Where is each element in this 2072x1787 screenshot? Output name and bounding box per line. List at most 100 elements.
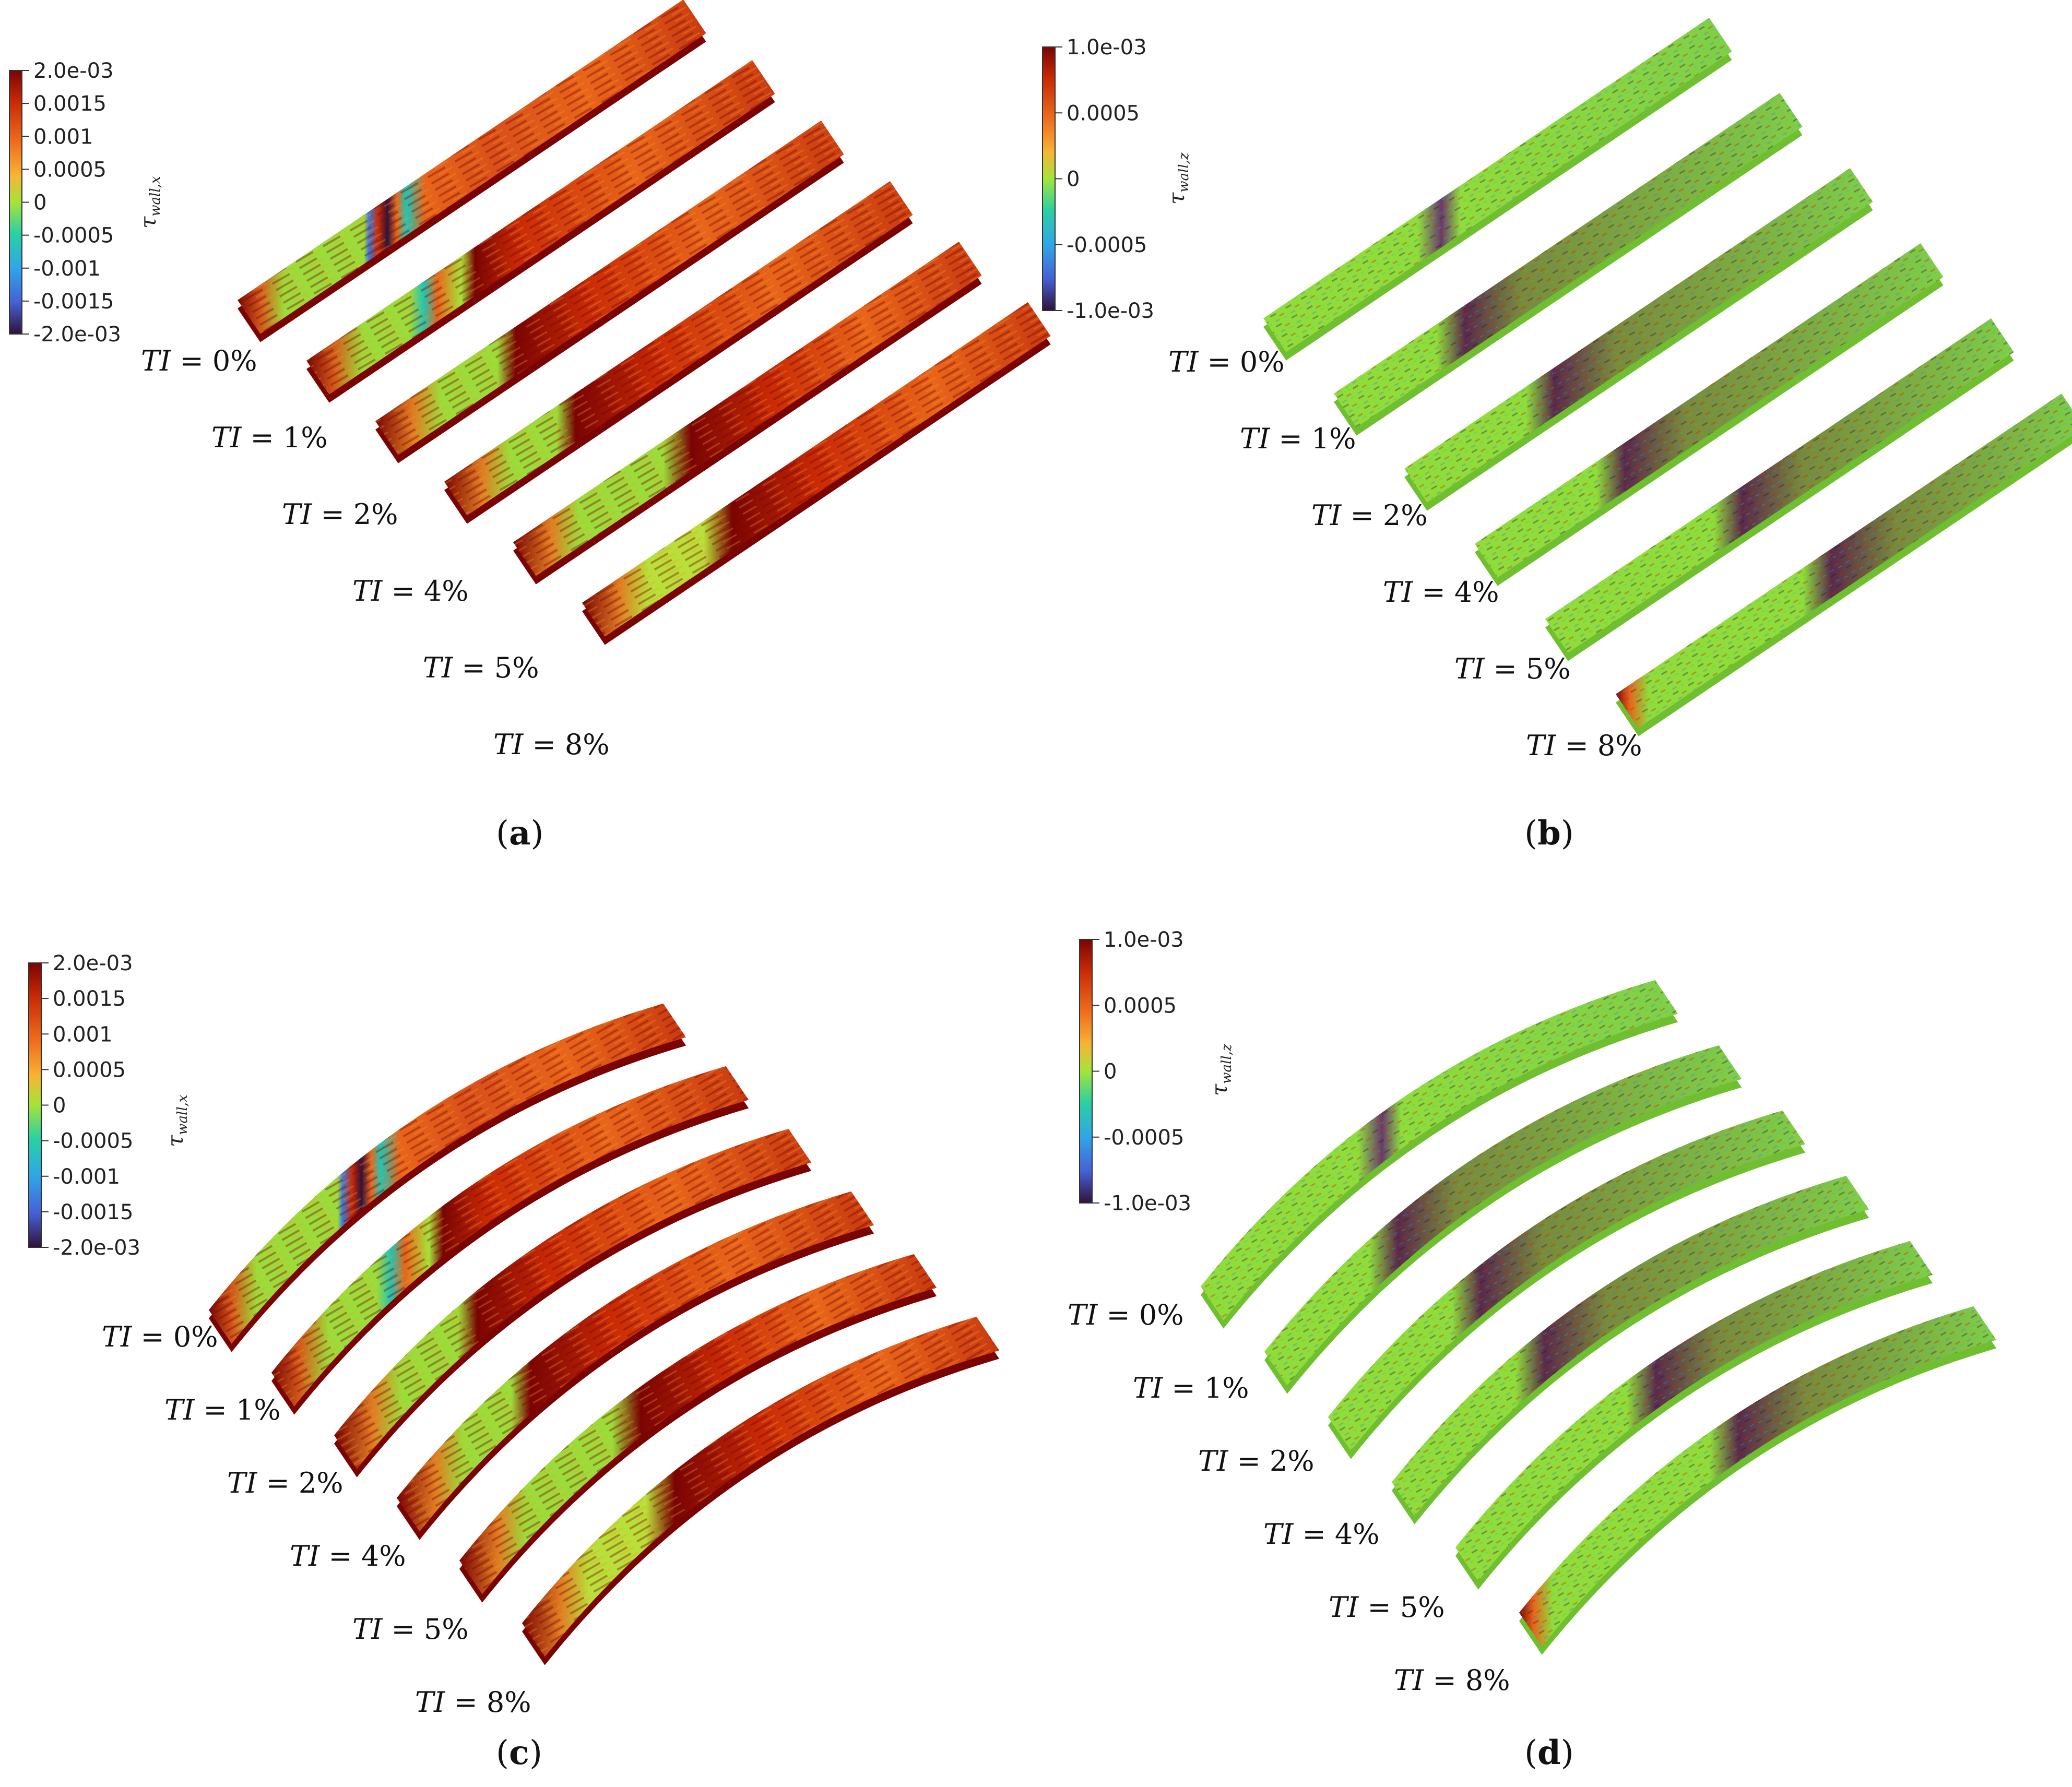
strip-texture: [1264, 1045, 1742, 1386]
panel-label-b: (b): [1524, 814, 1574, 853]
colorbar-tick-label: -2.0e-03: [53, 1236, 140, 1260]
colorbar-tick-label: 0.0005: [1067, 101, 1140, 125]
colorbar-tick-label: 0: [1104, 1060, 1117, 1084]
colorbar-tick-label: 0.0005: [1104, 994, 1177, 1018]
colorbar-gradient: [28, 962, 42, 1248]
panel-b: 1.0e-03 0.0005 0 -0.0005 -1.0e-03 τwall,z TI…: [1042, 18, 2072, 853]
strip-ti-5pct: [459, 1254, 937, 1603]
strip-ti-4pct: [1392, 1175, 1869, 1524]
panel-d: 1.0e-03 0.0005 0 -0.0005 -1.0e-03 τwall,z TI…: [1068, 928, 1997, 1772]
colorbar-tick-label: 0: [1067, 168, 1080, 192]
ti-label: TI = 5%: [423, 651, 539, 684]
strip-side: [397, 1199, 874, 1540]
strip-side: [1201, 988, 1678, 1329]
strip-texture: [1455, 1241, 1933, 1581]
ti-label: TI = 5%: [1454, 652, 1571, 685]
colorbar-tick-label: 2.0e-03: [53, 951, 133, 975]
strip-texture: [209, 1003, 686, 1344]
strip-texture: [1263, 18, 1732, 352]
strip-texture: [375, 121, 844, 455]
colorbar-tick-label: -0.001: [33, 257, 101, 281]
colorbar-tick-label: -0.0015: [33, 290, 114, 314]
strip-side: [459, 1262, 937, 1603]
panel-a: 2.0e-03 0.0015 0.001 0.0005 0 -0.0005 -0.001 -0…: [9, 0, 1051, 853]
strip-ti-4pct: [444, 181, 913, 524]
colorbar-tick-label: -0.0005: [1067, 233, 1147, 257]
ti-label: TI = 0%: [1168, 346, 1285, 378]
ti-label: TI = 2%: [1198, 1445, 1315, 1478]
ti-label: TI = 0%: [102, 1320, 218, 1353]
ti-label: TI = 4%: [290, 1540, 406, 1572]
colorbar-title: τwall,x: [135, 176, 163, 229]
colorbar-title: τwall,z: [1164, 152, 1192, 205]
strip-texture: [1334, 93, 1803, 427]
panel-label-d: (d): [1524, 1733, 1574, 1772]
colorbar-gradient: [1079, 939, 1093, 1204]
strip-ti-1pct: [271, 1066, 749, 1415]
colorbar-tick-label: -0.0015: [53, 1200, 133, 1224]
colorbar-tick-label: 0: [33, 191, 46, 215]
ti-labels-d: TI = 0% TI = 1% TI = 2% TI = 4% TI = 5% TI = …: [1068, 1298, 1510, 1697]
colorbar-tick-label: -0.0005: [53, 1129, 133, 1153]
ti-labels-c: TI = 0% TI = 1% TI = 2% TI = 4% TI = 5% TI = …: [102, 1320, 531, 1719]
ti-label: TI = 5%: [352, 1613, 469, 1646]
strip-side: [1392, 1184, 1869, 1524]
colorbar-tick-label: 1.0e-03: [1104, 928, 1184, 952]
strip-ti-8pct: [582, 302, 1051, 645]
colorbar-title: τwall,z: [1206, 1044, 1235, 1096]
strip-ti-0pct: [1263, 18, 1732, 361]
colorbar-wall-z-b: 1.0e-03 0.0005 0 -0.0005 -1.0e-03 τwall,z: [1042, 35, 1192, 323]
colorbar-tick-label: 0.0015: [53, 987, 126, 1011]
strip-texture: [1475, 243, 1944, 578]
ti-label: TI = 0%: [1068, 1298, 1184, 1331]
ti-label: TI = 1%: [211, 421, 328, 454]
strip-ti-4pct: [397, 1191, 874, 1540]
strip-texture: [1404, 168, 1873, 503]
strip-texture: [513, 242, 982, 576]
panel-label-c: (c): [496, 1733, 542, 1772]
strip-ti-2pct: [334, 1128, 812, 1478]
strip-texture: [397, 1191, 874, 1532]
strip-texture: [582, 302, 1051, 637]
ti-label: TI = 0%: [141, 344, 257, 377]
strip-texture: [1328, 1110, 1806, 1451]
strip-ti-1pct: [1334, 93, 1803, 436]
strip-ti-5pct: [513, 242, 982, 585]
colorbar-tick-label: -0.001: [53, 1165, 120, 1189]
strip-side: [1328, 1118, 1806, 1459]
strip-ti-8pct: [522, 1316, 1000, 1665]
strip-stack-b: [1263, 18, 2072, 736]
ti-label: TI = 2%: [282, 498, 398, 531]
colorbar-tick-label: -0.0005: [1104, 1126, 1184, 1150]
strip-ti-0pct: [238, 0, 706, 342]
ti-label: TI = 1%: [1240, 422, 1356, 455]
strip-texture: [522, 1316, 1000, 1657]
strip-ti-4pct: [1475, 243, 1944, 586]
colorbar-tick-label: 1.0e-03: [1067, 35, 1147, 59]
ti-label: TI = 8%: [493, 728, 610, 761]
ti-label: TI = 1%: [164, 1393, 281, 1426]
ti-label: TI = 4%: [1263, 1518, 1380, 1551]
panel-c: 2.0e-03 0.0015 0.001 0.0005 0 -0.0005 -0.001 -0…: [28, 951, 1000, 1772]
colorbar-wall-x-a: 2.0e-03 0.0015 0.001 0.0005 0 -0.0005 -0.001 -0…: [9, 59, 163, 347]
ti-labels-b: TI = 0% TI = 1% TI = 2% TI = 4% TI = 5% TI = …: [1168, 346, 1642, 762]
strip-side: [1455, 1249, 1933, 1590]
strip-ti-2pct: [1328, 1110, 1806, 1459]
panel-label-a: (a): [496, 814, 543, 853]
colorbar-tick-label: -0.0005: [33, 224, 114, 248]
strip-texture: [444, 181, 913, 516]
colorbar-tick-label: 0.0005: [53, 1058, 126, 1082]
strip-texture: [1392, 1175, 1869, 1516]
colorbar-tick-label: -1.0e-03: [1104, 1192, 1191, 1216]
strip-texture: [238, 0, 706, 334]
strip-ti-5pct: [1545, 318, 2014, 661]
strip-ti-8pct: [1616, 394, 2072, 736]
ti-label: TI = 4%: [1383, 576, 1499, 609]
strip-ti-2pct: [1404, 168, 1873, 511]
ti-label: TI = 8%: [1526, 729, 1642, 762]
colorbar-tick-label: 0.0015: [33, 92, 106, 116]
strip-texture: [1519, 1306, 1997, 1647]
strip-ti-5pct: [1455, 1241, 1933, 1590]
strip-texture: [306, 60, 775, 395]
